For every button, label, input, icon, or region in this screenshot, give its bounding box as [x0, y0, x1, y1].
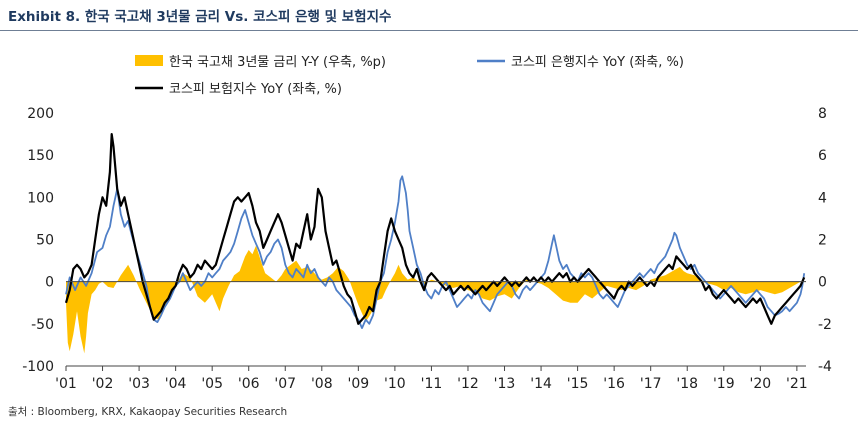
line-layer	[64, 133, 806, 330]
legend: 한국 국고채 3년물 금리 Y-Y (우축, %p) 코스피 은행지수 YoY (…	[135, 54, 684, 97]
y-left-tick-label: 150	[27, 148, 54, 164]
chart: 한국 국고채 3년물 금리 Y-Y (우축, %p) 코스피 은행지수 YoY (…	[22, 54, 832, 392]
y-left-tick-label: 200	[27, 106, 54, 122]
y-right-tick-label: 8	[818, 106, 827, 122]
y-right-tick-label: 4	[818, 190, 827, 206]
x-tick-label: '20	[749, 376, 771, 392]
x-tick-label: '21	[786, 376, 808, 392]
x-tick-label: '16	[603, 376, 625, 392]
title-divider	[0, 30, 858, 31]
legend-swatch-area	[135, 55, 163, 66]
x-tick-label: '10	[384, 376, 406, 392]
x-tick-label: '09	[348, 376, 370, 392]
y-right-tick-label: 2	[818, 233, 827, 249]
x-tick-label: '06	[238, 376, 260, 392]
axes: -100 -50 0 50 100 150 200 -4 -2 0 2 4 6 8 '01 '02 '03 '04…	[22, 106, 832, 392]
series-line-insurance	[64, 133, 806, 325]
y-left-tick-label: 0	[45, 275, 54, 291]
y-right-tick-label: -4	[818, 359, 832, 375]
x-tick-label: '03	[128, 376, 150, 392]
legend-item-bank: 코스피 은행지수 YoY (좌축, %)	[477, 54, 684, 70]
series-line-bank	[65, 175, 806, 330]
x-tick-label: '13	[494, 376, 516, 392]
y-left-tick-label: 100	[27, 190, 54, 206]
x-tick-label: '14	[530, 376, 552, 392]
x-tick-label: '15	[567, 376, 589, 392]
x-tick-label: '02	[92, 376, 114, 392]
x-tick-label: '08	[311, 376, 333, 392]
y-right-tick-label: 6	[818, 148, 827, 164]
series-area-rate	[66, 245, 801, 354]
y-left-tick-label: -100	[22, 359, 54, 375]
x-tick-label: '11	[421, 376, 443, 392]
legend-item-rate: 한국 국고채 3년물 금리 Y-Y (우축, %p)	[135, 55, 386, 70]
chart-title: Exhibit 8. 한국 국고채 3년물 금리 Vs. 코스피 은행 및 보험…	[8, 9, 392, 25]
x-tick-label: '05	[201, 376, 223, 392]
y-right-tick-label: -2	[818, 317, 832, 333]
legend-item-insurance: 코스피 보험지수 YoY (좌축, %)	[135, 82, 342, 97]
x-tick-label: '01	[55, 376, 77, 392]
x-tick-label: '12	[457, 376, 479, 392]
y-left-tick-label: -50	[31, 317, 54, 333]
legend-label: 한국 국고채 3년물 금리 Y-Y (우축, %p)	[169, 55, 386, 70]
x-tick-label: '17	[640, 376, 662, 392]
area-layer	[66, 245, 801, 354]
x-tick-label: '04	[165, 376, 187, 392]
y-right-tick-label: 0	[818, 275, 827, 291]
y-left-tick-label: 50	[36, 233, 54, 249]
x-tick-label: '18	[676, 376, 698, 392]
x-tick-label: '07	[274, 376, 296, 392]
legend-label: 코스피 은행지수 YoY (좌축, %)	[511, 54, 684, 70]
source-note: 출처 : Bloomberg, KRX, Kakaopay Securities…	[8, 406, 288, 418]
x-tick-label: '19	[713, 376, 735, 392]
legend-label: 코스피 보험지수 YoY (좌축, %)	[169, 82, 342, 97]
